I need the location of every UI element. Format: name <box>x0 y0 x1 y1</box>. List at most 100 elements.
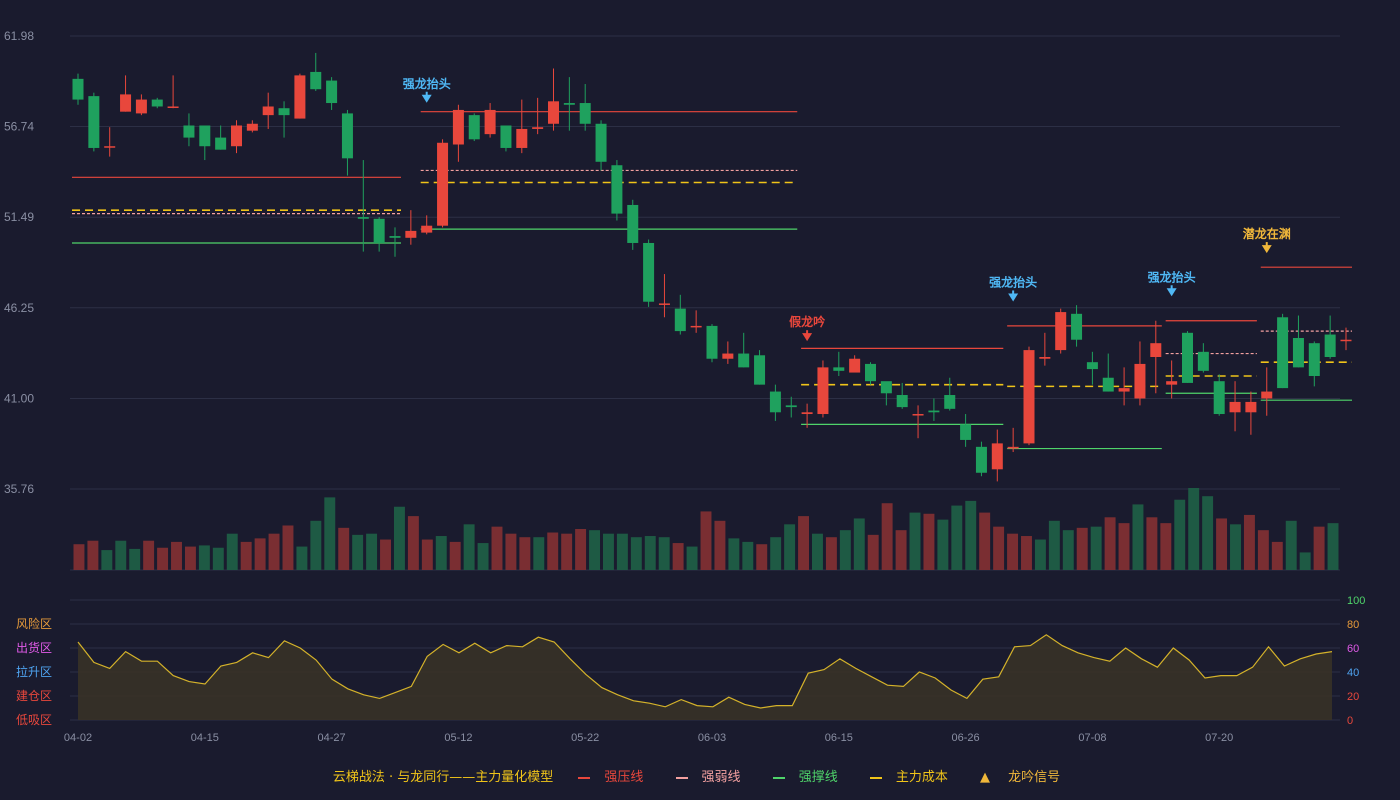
volume-bar <box>184 546 196 570</box>
candle-body <box>817 367 829 415</box>
volume-bar <box>407 516 419 570</box>
signal-label: 强龙抬头 <box>989 274 1037 289</box>
candle-body <box>706 325 718 359</box>
candle-body <box>183 125 195 138</box>
x-tick-label: 04-02 <box>64 732 92 744</box>
legend-pressure[interactable]: 强压线 <box>571 770 650 785</box>
price-tick-label: 61.98 <box>4 29 34 43</box>
volume-bar <box>700 511 712 570</box>
volume-bar <box>1007 533 1019 570</box>
volume-bar <box>909 512 921 570</box>
x-tick-label: 05-22 <box>571 732 599 744</box>
volume-bar <box>1132 504 1144 570</box>
volume-bar <box>784 524 796 570</box>
volume-bar <box>630 537 642 570</box>
volume-bar <box>491 526 503 570</box>
candle-body <box>1261 391 1273 399</box>
x-tick-label: 04-27 <box>318 732 346 744</box>
legend-cost-label: 主力成本 <box>895 770 948 785</box>
price-tick-label: 51.49 <box>4 210 34 224</box>
volume-bar <box>143 540 155 570</box>
candle-body <box>1308 343 1320 377</box>
candle-body <box>167 106 179 108</box>
candle-body <box>1071 313 1083 340</box>
signal-label: 强龙抬头 <box>403 76 451 91</box>
candle-body <box>1292 338 1304 368</box>
volume-bar <box>951 505 963 570</box>
legend-title: 云梯战法 · 与龙同行——主力量化模型 <box>332 770 554 785</box>
volume-bar <box>226 533 238 570</box>
volume-bar <box>839 530 851 570</box>
candle-body <box>880 381 892 394</box>
oscillator-zone-label: 拉升区 <box>16 664 52 679</box>
candle-body <box>1197 351 1209 371</box>
volume-bar <box>1104 517 1116 570</box>
oscillator-tick-label: 40 <box>1347 667 1359 679</box>
price-tick-label: 46.25 <box>4 301 34 315</box>
candle-body <box>1102 377 1114 392</box>
candle-body <box>674 308 686 332</box>
volume-bar <box>101 550 113 570</box>
candle-body <box>231 125 242 147</box>
candle-body <box>1086 362 1098 370</box>
candle-body <box>643 242 655 302</box>
candle-body <box>865 363 876 382</box>
candle-body <box>928 410 940 413</box>
volume-bar <box>519 537 531 570</box>
candle-body <box>563 103 575 105</box>
volume-bar <box>672 543 684 570</box>
candle-body <box>88 96 100 148</box>
volume-bar <box>1062 530 1074 570</box>
volume-bar <box>463 524 475 570</box>
volume-bar <box>1271 541 1283 570</box>
candle-body <box>72 78 84 100</box>
volume-bar <box>87 540 99 570</box>
oscillator-tick-label: 60 <box>1347 643 1359 655</box>
volume-bar <box>616 533 628 570</box>
x-tick-label: 06-15 <box>825 732 853 744</box>
signal-arrow-icon <box>1166 288 1177 297</box>
volume-bar <box>338 527 350 570</box>
legend-pressure-label: 强压线 <box>604 770 644 785</box>
candle-body <box>754 355 766 385</box>
candle-body <box>1340 339 1352 342</box>
volume-bar <box>1034 539 1046 570</box>
price-tick-label: 35.76 <box>4 482 34 496</box>
candle-body <box>405 230 417 238</box>
candle-body <box>1277 317 1289 389</box>
candle-body <box>548 101 559 124</box>
legend-signal[interactable]: ▲ 龙吟信号 <box>973 770 1067 785</box>
volume-bar <box>1076 527 1088 570</box>
volume-bar <box>589 530 600 570</box>
volume-bar <box>1118 523 1130 570</box>
legend-cost[interactable]: 主力成本 <box>863 770 955 785</box>
volume-bar <box>421 539 433 570</box>
candle-body <box>1007 446 1019 449</box>
oscillator-zone-label: 低吸区 <box>16 713 52 727</box>
volume-bar <box>505 533 517 570</box>
volume-bar <box>575 529 587 570</box>
candle-body <box>516 128 528 148</box>
candle-body <box>579 103 591 124</box>
candle-body <box>468 115 480 140</box>
x-tick-label: 05-12 <box>444 732 472 744</box>
candle-body <box>1118 388 1130 392</box>
candle-body <box>1229 401 1241 413</box>
candle-body <box>975 446 987 473</box>
legend-weak[interactable]: 强弱线 <box>669 770 748 785</box>
legend-support-label: 强撑线 <box>798 770 838 785</box>
candle-body <box>294 75 306 119</box>
cost-line-icon <box>869 776 882 779</box>
legend-support[interactable]: 强撑线 <box>766 770 845 785</box>
support-line-icon <box>772 776 785 779</box>
candle-body <box>690 325 702 328</box>
volume-bar <box>1160 523 1172 570</box>
volume-bar <box>310 520 322 570</box>
volume-bar <box>1146 517 1158 570</box>
candle-body <box>1150 343 1162 358</box>
oscillator-tick-label: 20 <box>1347 691 1359 703</box>
candle-body <box>246 123 258 131</box>
volume-bar <box>435 536 447 570</box>
weak-line-icon <box>675 776 688 779</box>
volume-bar <box>798 516 810 570</box>
